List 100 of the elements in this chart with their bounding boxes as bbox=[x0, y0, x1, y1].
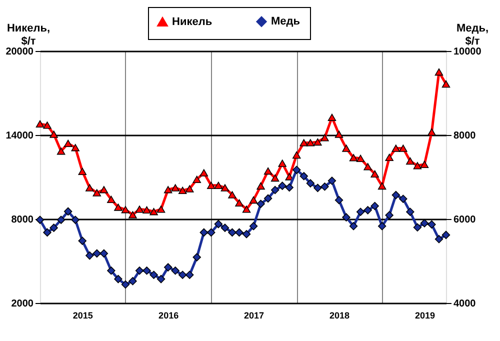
point bbox=[92, 249, 102, 258]
point bbox=[264, 194, 272, 203]
point bbox=[107, 196, 116, 204]
legend-label: Никель bbox=[172, 16, 212, 28]
point bbox=[128, 211, 137, 218]
point bbox=[171, 184, 180, 192]
point bbox=[43, 122, 52, 129]
point bbox=[164, 263, 172, 272]
point bbox=[50, 130, 58, 138]
point bbox=[292, 151, 301, 159]
y2-tick-label: 6000 bbox=[454, 214, 476, 226]
point bbox=[256, 182, 265, 190]
point bbox=[135, 266, 144, 275]
point bbox=[249, 222, 258, 230]
point bbox=[385, 211, 394, 220]
y-axis-title: Никель, $/т bbox=[6, 22, 50, 48]
point bbox=[306, 179, 315, 188]
point bbox=[135, 206, 144, 213]
point bbox=[356, 154, 365, 162]
point bbox=[71, 216, 80, 224]
point bbox=[171, 266, 180, 275]
point bbox=[378, 222, 386, 230]
point bbox=[285, 183, 294, 192]
point bbox=[207, 182, 216, 190]
point bbox=[56, 147, 66, 155]
point bbox=[392, 144, 400, 152]
x-tick-label: 2015 bbox=[72, 310, 93, 320]
point bbox=[442, 80, 450, 88]
point bbox=[142, 206, 151, 214]
point bbox=[50, 224, 58, 232]
point bbox=[420, 219, 429, 228]
point bbox=[107, 266, 116, 275]
point bbox=[413, 162, 422, 170]
point bbox=[314, 184, 322, 192]
point bbox=[142, 266, 151, 275]
point bbox=[364, 206, 372, 214]
point bbox=[278, 160, 286, 167]
point bbox=[270, 186, 280, 194]
point bbox=[100, 249, 108, 258]
point bbox=[378, 182, 386, 190]
point bbox=[249, 196, 258, 204]
point bbox=[292, 166, 301, 174]
point bbox=[114, 204, 122, 211]
point bbox=[442, 230, 450, 240]
point bbox=[214, 182, 223, 190]
point bbox=[270, 174, 280, 182]
point bbox=[220, 224, 230, 232]
point bbox=[349, 222, 358, 230]
point bbox=[370, 170, 379, 178]
point bbox=[214, 220, 223, 228]
point bbox=[342, 213, 350, 222]
point bbox=[207, 228, 216, 237]
x-tick-label: 2016 bbox=[158, 310, 179, 320]
point bbox=[364, 163, 372, 170]
point bbox=[220, 184, 230, 192]
point bbox=[86, 251, 94, 260]
point bbox=[242, 230, 251, 238]
point bbox=[121, 206, 130, 214]
point bbox=[164, 186, 172, 194]
point bbox=[420, 160, 429, 168]
point bbox=[56, 216, 66, 224]
point bbox=[36, 120, 44, 128]
point bbox=[278, 182, 286, 190]
point bbox=[300, 172, 308, 180]
point bbox=[156, 206, 166, 213]
point bbox=[406, 208, 414, 216]
legend-label: Медь bbox=[271, 16, 300, 28]
y2-axis-title: Медь, $/т bbox=[456, 22, 489, 48]
point bbox=[334, 130, 344, 138]
y2-tick-label: 10000 bbox=[454, 46, 482, 58]
y-tick-label: 8000 bbox=[11, 214, 34, 226]
point bbox=[434, 68, 444, 76]
point bbox=[228, 191, 236, 198]
y-tick-label: 14000 bbox=[6, 130, 34, 142]
point bbox=[100, 186, 108, 194]
y2-tick-label: 4000 bbox=[454, 298, 476, 310]
point bbox=[399, 194, 408, 203]
point bbox=[235, 228, 244, 237]
point bbox=[71, 144, 80, 152]
point bbox=[156, 274, 166, 284]
point bbox=[428, 128, 436, 136]
point bbox=[342, 144, 350, 152]
point bbox=[349, 154, 358, 162]
y2-tick-label: 8000 bbox=[454, 130, 476, 142]
point bbox=[356, 208, 365, 216]
point bbox=[186, 270, 194, 279]
point bbox=[121, 280, 130, 289]
point bbox=[320, 134, 329, 142]
point bbox=[256, 200, 265, 208]
point bbox=[150, 270, 158, 279]
point bbox=[413, 223, 422, 232]
point bbox=[370, 202, 379, 210]
point bbox=[178, 186, 187, 194]
point bbox=[114, 274, 122, 284]
point bbox=[385, 154, 394, 162]
point bbox=[128, 277, 137, 286]
point bbox=[328, 176, 336, 185]
point bbox=[300, 139, 308, 146]
point bbox=[428, 220, 436, 229]
point bbox=[242, 206, 251, 213]
